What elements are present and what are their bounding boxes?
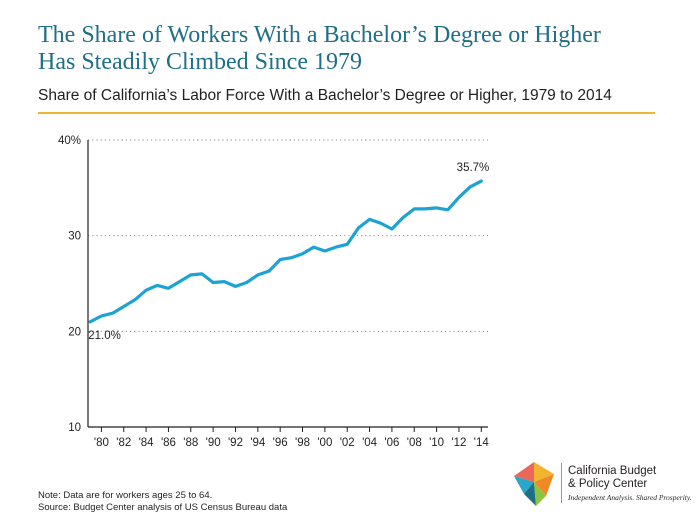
x-tick-label: '14: [474, 437, 490, 449]
label-layer: 21.0% 35.7%: [88, 162, 489, 342]
note-text: Note: Data are for workers ages 25 to 64…: [38, 490, 213, 501]
y-tick-label: 40%: [58, 135, 81, 147]
x-tick-label: '02: [340, 437, 355, 449]
logo-tagline: Independent Analysis. Shared Prosperity.: [568, 493, 692, 502]
title-line-2: Has Steadily Climbed Since 1979: [38, 49, 362, 75]
x-tick-label: '04: [362, 437, 378, 449]
data-label: 21.0%: [88, 330, 121, 342]
x-tick-label: '80: [94, 437, 109, 449]
x-tick-label: '06: [384, 437, 399, 449]
y-tick-label: 30: [68, 231, 81, 243]
logo-mark-icon: [514, 462, 554, 506]
x-tick-label: '90: [206, 437, 221, 449]
chart-subtitle: Share of California’s Labor Force With a…: [38, 87, 612, 104]
x-tick-label: '86: [161, 437, 176, 449]
footnote: Note: Data are for workers ages 25 to 64…: [38, 490, 287, 514]
series-line: [88, 179, 483, 324]
divider-rule: [38, 112, 655, 114]
grid-layer: [88, 139, 488, 332]
x-tick-label: '10: [429, 437, 444, 449]
data-label: 35.7%: [457, 162, 490, 174]
logo-name-line-2: & Policy Center: [568, 478, 648, 490]
x-tick-label: '88: [183, 437, 198, 449]
source-text: Source: Budget Center analysis of US Cen…: [38, 502, 288, 513]
x-tick-label: '84: [139, 437, 155, 449]
logo-separator: [561, 463, 562, 503]
organization-logo: California Budget & Policy Center Indepe…: [508, 460, 692, 508]
x-tick-label: '98: [295, 437, 310, 449]
logo-name-line-1: California Budget: [568, 465, 657, 477]
logo-name: California Budget & Policy Center: [568, 465, 656, 491]
chart-title: The Share of Workers With a Bachelor’s D…: [38, 22, 678, 76]
title-line-1: The Share of Workers With a Bachelor’s D…: [38, 22, 601, 48]
y-tick-label: 20: [68, 326, 81, 338]
series-layer: [88, 179, 483, 324]
x-tick-label: '82: [116, 437, 131, 449]
x-tick-label: '94: [250, 437, 266, 449]
x-tick-label: '92: [228, 437, 243, 449]
x-tick-label: '00: [317, 437, 332, 449]
x-tick-label: '96: [273, 437, 288, 449]
y-tick-label: 10: [68, 422, 81, 434]
axis-layer: 10 20 30 40% '80 '82 '84 '86 '88 '90 '92 '94 '96 '98 '…: [58, 135, 489, 449]
x-tick-label: '12: [451, 437, 466, 449]
x-tick-label: '08: [407, 437, 422, 449]
